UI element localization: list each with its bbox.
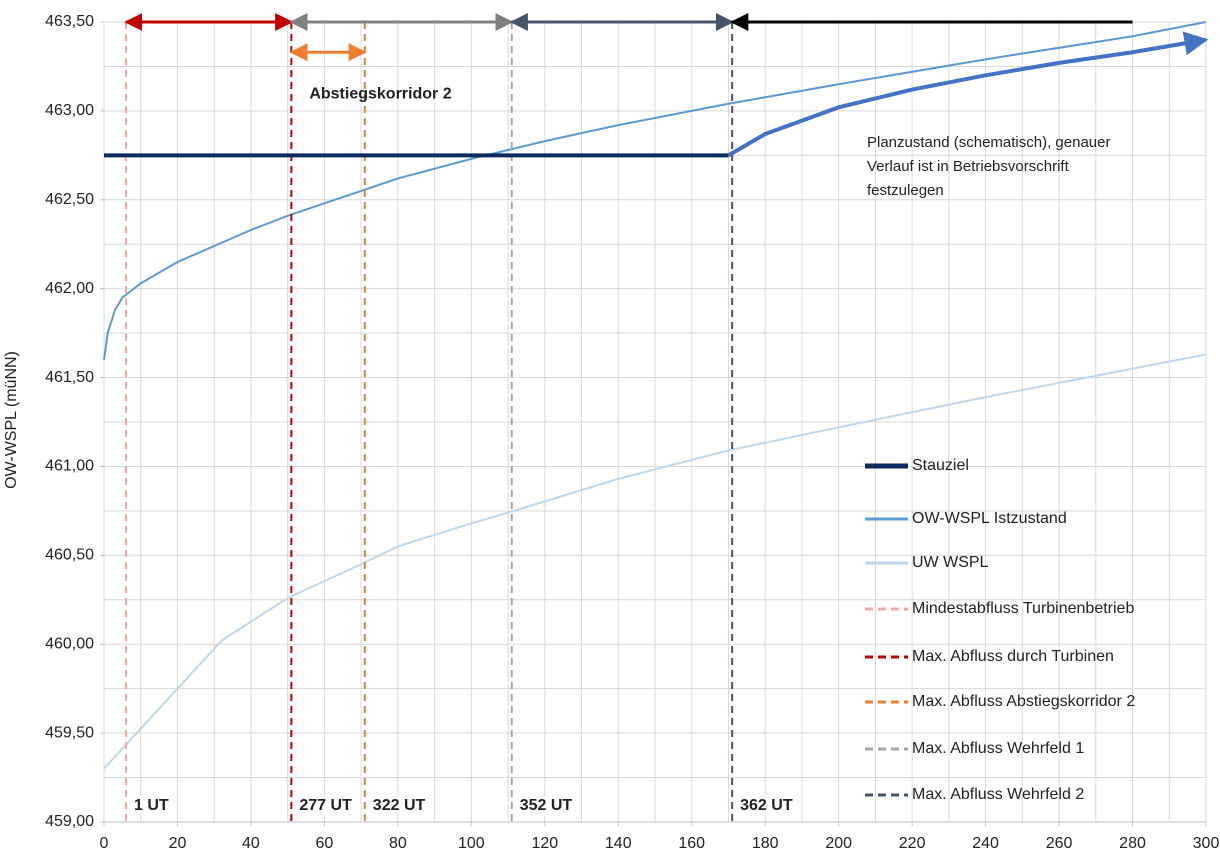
plan-curve bbox=[727, 31, 1209, 158]
x-tick-label: 160 bbox=[678, 835, 705, 852]
y-tick-label: 462,00 bbox=[45, 280, 94, 297]
legend-label: UW WSPL bbox=[912, 554, 989, 571]
y-tick-label: 460,00 bbox=[45, 635, 94, 652]
x-tick-label: 40 bbox=[242, 835, 260, 852]
label-background bbox=[132, 796, 171, 816]
annotation: Verlauf ist in Betriebsvorschrift bbox=[867, 158, 1070, 175]
y-tick-label: 463,50 bbox=[45, 13, 94, 30]
x-tick-label: 100 bbox=[458, 835, 485, 852]
legend-label: Max. Abfluss Wehrfeld 1 bbox=[912, 740, 1084, 757]
x-tick-label: 220 bbox=[899, 835, 926, 852]
y-axis-label: OW-WSPL (müNN) bbox=[3, 351, 20, 489]
annotation: festzulegen bbox=[867, 182, 944, 199]
vertical-line-label: 322 UT bbox=[373, 797, 426, 814]
label-background bbox=[370, 796, 428, 816]
label-background bbox=[738, 796, 795, 816]
x-tick-label: 200 bbox=[825, 835, 852, 852]
legend-label: Mindestabfluss Turbinenbetrieb bbox=[912, 600, 1134, 617]
x-tick-label: 80 bbox=[389, 835, 407, 852]
vertical-line-label: 277 UT bbox=[299, 797, 352, 814]
vertical-line-label: 352 UT bbox=[520, 797, 573, 814]
y-tick-label: 460,50 bbox=[45, 547, 94, 564]
x-tick-label: 240 bbox=[972, 835, 999, 852]
legend-label: Stauziel bbox=[912, 457, 969, 474]
x-tick-label: 0 bbox=[100, 835, 109, 852]
legend-label: Max. Abfluss Wehrfeld 2 bbox=[912, 786, 1084, 803]
legend-label: OW-WSPL Istzustand bbox=[912, 510, 1067, 527]
vertical-line-label: 1 UT bbox=[134, 797, 169, 814]
x-tick-label: 260 bbox=[1046, 835, 1073, 852]
range-label: Abstiegskorridor 2 bbox=[309, 85, 451, 102]
y-tick-label: 463,00 bbox=[45, 102, 94, 119]
label-background bbox=[297, 796, 355, 816]
legend-label: Max. Abfluss Abstiegskorridor 2 bbox=[912, 693, 1135, 710]
x-tick-label: 300 bbox=[1193, 835, 1220, 852]
label-background bbox=[517, 796, 575, 816]
y-tick-label: 461,50 bbox=[45, 369, 94, 386]
y-tick-label: 461,00 bbox=[45, 458, 94, 475]
series-line bbox=[103, 21, 1207, 360]
annotation: Planzustand (schematisch), genauer bbox=[867, 134, 1110, 151]
x-tick-label: 180 bbox=[752, 835, 779, 852]
y-tick-label: 462,50 bbox=[45, 191, 94, 208]
y-tick-label: 459,00 bbox=[45, 813, 94, 830]
series-line bbox=[103, 353, 1207, 770]
x-tick-label: 140 bbox=[605, 835, 632, 852]
x-tick-label: 280 bbox=[1119, 835, 1146, 852]
y-tick-label: 459,50 bbox=[45, 724, 94, 741]
x-tick-label: 60 bbox=[316, 835, 334, 852]
vertical-line-label: 362 UT bbox=[740, 797, 793, 814]
x-tick-label: 120 bbox=[531, 835, 558, 852]
x-tick-label: 20 bbox=[169, 835, 187, 852]
legend-label: Max. Abfluss durch Turbinen bbox=[912, 648, 1114, 665]
